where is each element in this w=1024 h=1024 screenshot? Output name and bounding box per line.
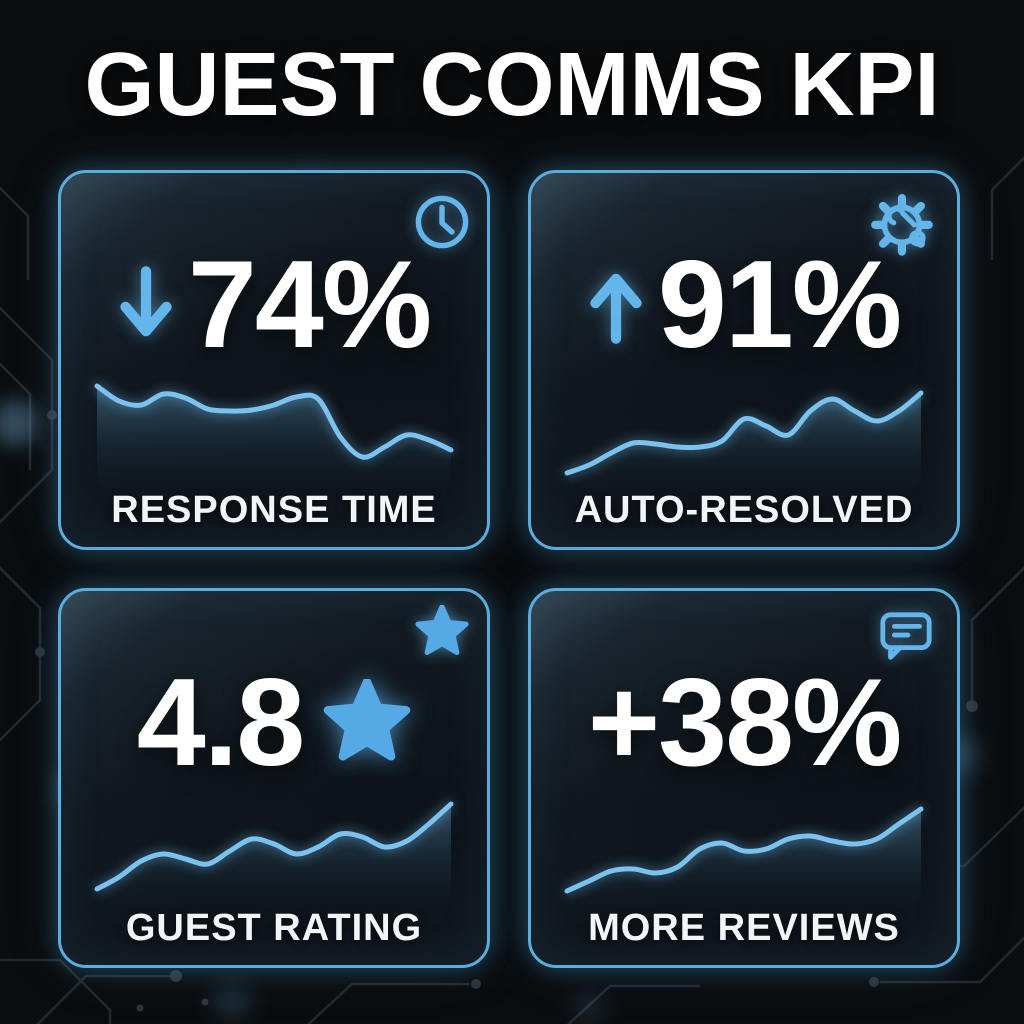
metric: 91% <box>531 239 957 371</box>
sparkline-chart <box>94 375 454 487</box>
metric-label: GUEST RATING <box>125 907 423 949</box>
gear-wrench-icon <box>867 193 941 267</box>
arrow-down-icon <box>118 263 174 347</box>
metric: 74% <box>61 239 487 371</box>
kpi-grid: 74% RESPONSE TIME <box>58 170 960 968</box>
page-title: GUEST COMMS KPI <box>84 35 940 135</box>
sparkline-chart <box>564 375 924 487</box>
clock-icon <box>413 193 471 251</box>
metric-value: 4.8 <box>136 654 305 792</box>
glow-dot <box>215 985 249 1019</box>
glow-dot <box>575 995 603 1023</box>
arrow-up-icon <box>588 263 644 347</box>
sparkline-chart <box>94 793 454 905</box>
chat-bubble-icon <box>875 609 937 665</box>
metric-value: 91% <box>657 236 902 374</box>
metric-label: MORE REVIEWS <box>588 907 900 949</box>
metric-label: RESPONSE TIME <box>111 489 437 531</box>
sparkline-chart <box>564 793 924 905</box>
metric-value: +38% <box>587 654 903 792</box>
kpi-card-guest-rating: 4.8 <box>58 588 490 968</box>
metric: 4.8 <box>61 657 487 789</box>
metric-value: 74% <box>187 236 432 374</box>
star-icon <box>323 679 411 767</box>
star-icon <box>415 605 469 659</box>
metric: +38% <box>531 657 957 789</box>
kpi-card-auto-resolved: 91% AUTO-RESOLVED <box>528 170 960 550</box>
kpi-card-response-time: 74% RESPONSE TIME <box>58 170 490 550</box>
metric-label: AUTO-RESOLVED <box>574 489 914 531</box>
kpi-card-more-reviews: +38% MORE REVIEWS <box>528 588 960 968</box>
glow-dot <box>0 400 38 446</box>
